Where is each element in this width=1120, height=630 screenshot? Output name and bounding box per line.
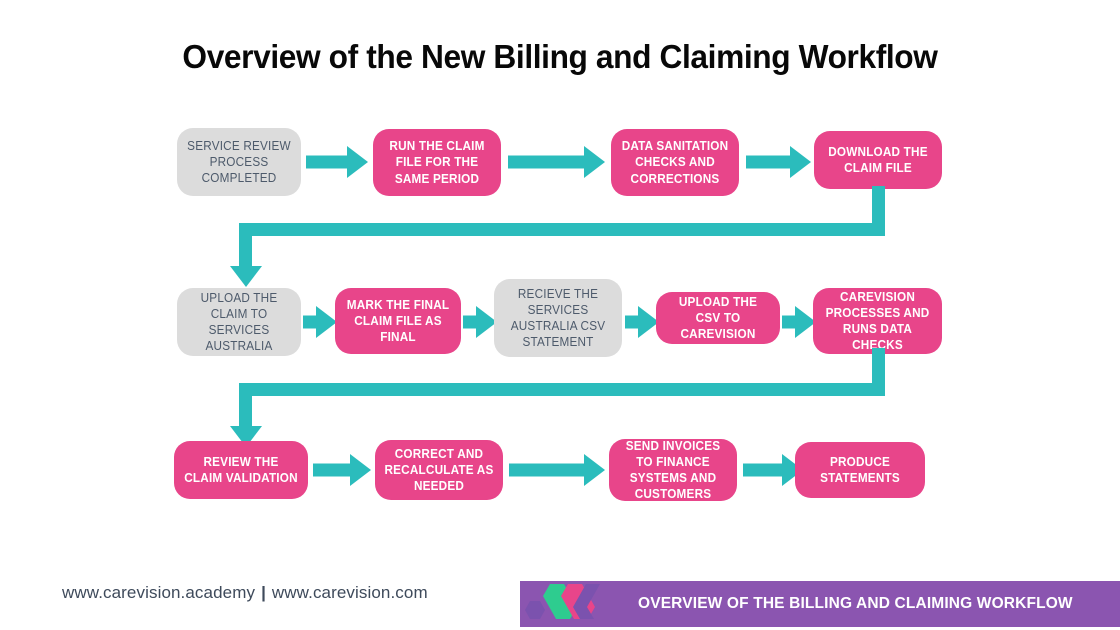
connector-segment-down-right bbox=[872, 186, 885, 231]
flow-node-carevision-processes[interactable]: CAREVISION PROCESSES AND RUNS DATA CHECK… bbox=[813, 288, 942, 354]
flow-node-label: DOWNLOAD THE CLAIM FILE bbox=[828, 144, 928, 175]
footer-divider: | bbox=[261, 583, 266, 602]
arrow-shaft bbox=[313, 463, 353, 477]
footer-links: www.carevision.academy | www.carevision.co… bbox=[62, 583, 428, 603]
flow-node-label: MARK THE FINAL CLAIM FILE AS FINAL bbox=[346, 297, 450, 345]
flow-node-label: SEND INVOICES TO FINANCE SYSTEMS AND CUS… bbox=[625, 438, 721, 502]
arrow-shaft bbox=[746, 155, 793, 169]
arrow-shaft bbox=[306, 155, 350, 169]
arrow-head bbox=[584, 454, 605, 486]
connector-row1-to-row2 bbox=[230, 186, 952, 292]
connector-segment-horizontal bbox=[239, 383, 885, 396]
carevision-logo-mark bbox=[525, 584, 600, 619]
arrow-shaft bbox=[463, 315, 479, 329]
arrow-head bbox=[584, 146, 605, 178]
flow-node-label: RUN THE CLAIM FILE FOR THE SAME PERIOD bbox=[389, 139, 485, 186]
arrow-n2-n3 bbox=[508, 146, 605, 178]
flow-node-correct-recalculate[interactable]: CORRECT AND RECALCULATE AS NEEDED bbox=[375, 440, 503, 500]
flow-node-download-claim-file[interactable]: DOWNLOAD THE CLAIM FILE bbox=[814, 131, 942, 189]
arrow-head bbox=[476, 306, 497, 338]
flow-node-label: RECIEVE THE SERVICES AUSTRALIA CSV STATE… bbox=[510, 286, 606, 350]
arrow-head bbox=[638, 306, 659, 338]
arrow-n12-n13 bbox=[743, 454, 803, 486]
arrow-shaft bbox=[508, 155, 587, 169]
flow-node-label: DATA SANITATION CHECKS AND CORRECTIONS bbox=[621, 139, 729, 186]
connector-row2-to-row3 bbox=[230, 348, 952, 452]
flow-node-produce-statements[interactable]: PRODUCE STATEMENTS bbox=[795, 442, 925, 498]
flow-node-mark-final[interactable]: MARK THE FINAL CLAIM FILE AS FINAL bbox=[335, 288, 461, 354]
arrow-shaft bbox=[743, 463, 785, 477]
arrow-n8-n9 bbox=[782, 306, 816, 338]
flow-node-receive-csv-statement[interactable]: RECIEVE THE SERVICES AUSTRALIA CSV STATE… bbox=[494, 279, 622, 357]
connector-segment-down-right bbox=[872, 348, 885, 391]
arrow-head bbox=[347, 146, 368, 178]
arrow-n1-n2 bbox=[306, 146, 368, 178]
flow-node-upload-csv-carevision[interactable]: UPLOAD THE CSV TO CAREVISION bbox=[656, 292, 780, 344]
flow-node-label: CORRECT AND RECALCULATE AS NEEDED bbox=[384, 446, 494, 494]
arrow-shaft bbox=[303, 315, 319, 329]
flow-node-label: UPLOAD THE CSV TO CAREVISION bbox=[678, 294, 758, 342]
flow-node-review-claim-validation[interactable]: REVIEW THE CLAIM VALIDATION bbox=[174, 441, 308, 499]
arrow-n5-n6 bbox=[303, 306, 337, 338]
arrow-n6-n7 bbox=[463, 306, 497, 338]
arrow-head bbox=[316, 306, 337, 338]
flow-node-label: PRODUCE STATEMENTS bbox=[820, 454, 900, 485]
flow-node-label: CAREVISION PROCESSES AND RUNS DATA CHECK… bbox=[825, 289, 930, 353]
logo-hexagon-purple bbox=[525, 601, 545, 619]
arrow-head bbox=[790, 146, 811, 178]
flow-node-label: UPLOAD THE CLAIM TO SERVICES AUSTRALIA bbox=[200, 290, 278, 354]
flow-node-data-sanitation[interactable]: DATA SANITATION CHECKS AND CORRECTIONS bbox=[611, 129, 739, 196]
arrow-shaft bbox=[625, 315, 641, 329]
link-carevision-com[interactable]: www.carevision.com bbox=[271, 583, 428, 602]
flow-node-run-claim-file[interactable]: RUN THE CLAIM FILE FOR THE SAME PERIOD bbox=[373, 129, 501, 196]
flow-node-send-invoices[interactable]: SEND INVOICES TO FINANCE SYSTEMS AND CUS… bbox=[609, 439, 737, 501]
connector-segment-down-left bbox=[239, 223, 252, 272]
arrow-n11-n12 bbox=[509, 454, 605, 486]
connector-segment-down-left bbox=[239, 383, 252, 432]
arrow-shaft bbox=[782, 315, 798, 329]
link-carevision-academy[interactable]: www.carevision.academy bbox=[62, 583, 256, 602]
flow-node-upload-claim-services-australia[interactable]: UPLOAD THE CLAIM TO SERVICES AUSTRALIA bbox=[177, 288, 301, 356]
arrow-n7-n8 bbox=[625, 306, 659, 338]
connector-arrow-head bbox=[230, 266, 262, 287]
logo-parallelogram-purple bbox=[573, 584, 600, 619]
connector-segment-horizontal bbox=[239, 223, 885, 236]
flow-node-label: REVIEW THE CLAIM VALIDATION bbox=[184, 454, 298, 485]
flow-node-label: SERVICE REVIEW PROCESS COMPLETED bbox=[187, 138, 291, 186]
arrow-head bbox=[350, 454, 371, 486]
arrow-head bbox=[795, 306, 816, 338]
brand-bar: OVERVIEW OF THE BILLING AND CLAIMING WOR… bbox=[520, 581, 1120, 627]
arrow-n10-n11 bbox=[313, 454, 371, 486]
flow-node-service-review[interactable]: SERVICE REVIEW PROCESS COMPLETED bbox=[177, 128, 301, 196]
arrow-shaft bbox=[509, 463, 587, 477]
brand-bar-title: OVERVIEW OF THE BILLING AND CLAIMING WOR… bbox=[638, 595, 1073, 612]
arrow-n3-n4 bbox=[746, 146, 811, 178]
page-title: Overview of the New Billing and Claiming… bbox=[182, 38, 938, 75]
